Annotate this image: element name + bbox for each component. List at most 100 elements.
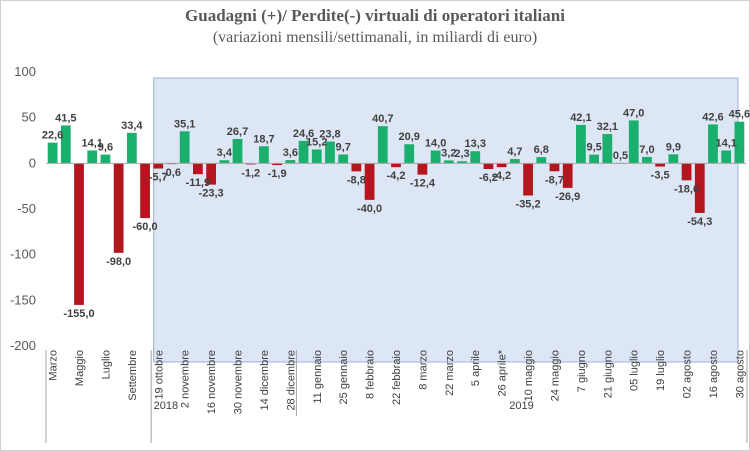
x-tick-label: 5 aprile [470,350,482,386]
bar [457,161,467,164]
x-tick-label: 05 luglio [629,350,641,391]
data-label: 47,0 [623,107,644,119]
bar [285,160,296,164]
bar [219,160,230,164]
bar [126,132,137,164]
x-tick-label: 19 ottobre [153,350,165,400]
data-label: -35,2 [516,198,541,210]
x-tick-label: 16 novembre [206,350,218,414]
bar [694,163,705,213]
x-tick-label: Luglio [100,350,112,379]
x-tick-label: Maggio [74,350,86,386]
bar [734,121,745,164]
bar [549,163,560,172]
bar [377,126,388,164]
data-label: 15,2 [306,136,327,148]
x-tick-label: 2 novembre [180,350,192,408]
data-label: 3,6 [283,147,298,159]
data-label: -3,5 [651,170,670,182]
data-label: 45,6 [729,109,750,121]
x-tick-label: 28 dicembre [285,350,297,411]
data-label: -18,6 [674,183,699,195]
chart-subtitle: (variazioni mensili/settimanali, in mili… [212,29,538,46]
y-tick-label: 100 [14,64,36,79]
data-label: -60,0 [133,221,158,233]
x-tick-label: 16 agosto [708,350,720,398]
data-label: 24,6 [293,128,314,140]
x-tick-label: 11 gennaio [312,350,324,404]
data-label: 9,5 [586,142,601,154]
data-label: 0,5 [613,150,628,162]
y-tick-label: -100 [10,247,36,262]
bar [470,151,481,164]
bar [642,156,652,164]
bar [523,163,533,196]
data-label: 40,7 [372,113,393,125]
y-tick-label: -150 [10,292,36,307]
y-tick-label: 0 [29,155,36,170]
bar [721,150,732,164]
bar [443,160,454,164]
bar [576,124,586,164]
x-tick-label: 25 gennaio [338,350,350,404]
bar [628,120,639,164]
data-label: -12,4 [410,178,436,190]
year-group-label: 2018 [154,400,178,412]
data-label: 13,3 [465,138,486,150]
bar [206,163,216,185]
y-tick-label: 50 [22,110,36,125]
data-label: 9,9 [666,141,681,153]
bar [140,163,150,219]
data-label: 14,1 [82,137,103,149]
x-tick-label: 21 giugno [602,350,614,398]
chart-title: Guadagni (+)/ Perdite(-) virtuali di ope… [185,6,565,25]
bar [245,163,256,165]
data-label: -8,7 [545,174,564,186]
data-label: -11,9 [186,177,210,189]
bar [417,163,428,175]
data-label: 35,1 [174,118,195,130]
data-label: -26,9 [555,191,580,203]
bar [259,146,269,164]
data-label: 18,7 [253,133,274,145]
data-label: 14,0 [425,138,446,150]
bar [681,163,692,181]
bar [364,163,375,200]
bar [338,154,349,164]
bar [602,134,613,164]
bar [153,163,164,169]
bar [74,163,84,305]
data-label: -23,3 [199,188,224,200]
x-tick-label: 30 agosto [734,350,746,398]
bar [404,144,415,164]
bar [232,138,243,164]
bar [655,163,666,167]
x-tick-label: 22 marzo [444,350,456,396]
data-label: 7,0 [639,144,654,156]
data-label: 3,4 [217,147,233,159]
x-tick-label: 14 dicembre [259,350,271,411]
x-tick-label: 26 aprile* [497,349,509,396]
data-label: -1,9 [268,168,287,180]
data-label: 22,6 [42,130,63,142]
data-label: 3,2 [441,147,456,159]
data-label: 42,1 [570,112,591,124]
bar [351,163,362,172]
bar [325,141,335,164]
data-label: 4,7 [507,146,522,158]
data-label: -4,2 [387,170,406,182]
bar [47,142,58,164]
y-tick-label: -200 [10,338,36,353]
x-tick-label: 10 maggio [523,350,535,401]
x-tick-label: Marzo [48,350,60,381]
x-tick-label: Settembre [127,350,139,401]
bar [60,125,71,164]
bar [311,149,322,164]
x-tick-label: 24 maggio [549,350,561,401]
bar [509,159,520,164]
x-tick-label: 22 febbraio [391,350,403,405]
x-tick-label: 30 novembre [233,350,245,414]
bar [272,163,283,166]
x-tick-label: 8 marzo [417,350,429,390]
